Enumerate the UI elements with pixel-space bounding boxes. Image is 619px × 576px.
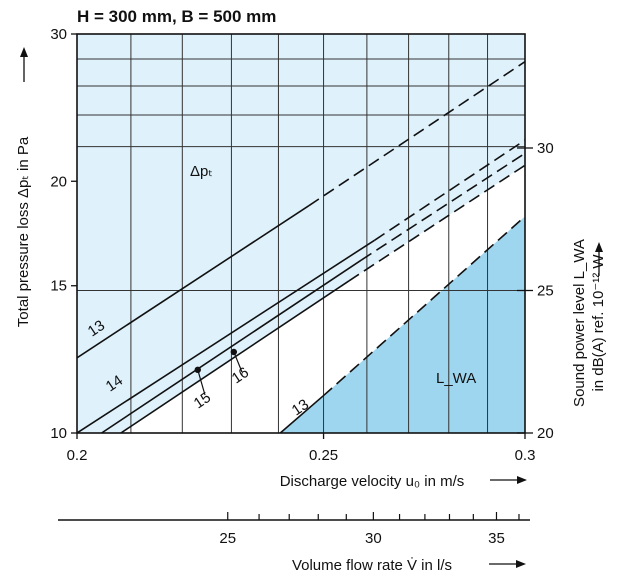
sound-dashed-13 — [322, 215, 525, 397]
y2-axis-arrowhead — [595, 242, 603, 252]
y-axis-title: Total pressure loss Δpₜ in Pa — [15, 136, 32, 327]
series-line-16 — [101, 259, 362, 433]
y2-tick-label: 20 — [537, 425, 554, 442]
y2-axis-title-line2: in dB(A) ref. 10⁻¹² W — [590, 254, 607, 392]
chart-title: H = 300 mm, B = 500 mm — [77, 7, 276, 26]
x2-tick-label: 30 — [365, 530, 382, 547]
plot-background — [77, 34, 525, 433]
plot-frame — [58, 33, 530, 521]
region-label-pressure: Δpₜ — [190, 163, 213, 180]
x-tick-label: 0.25 — [309, 447, 338, 464]
series-line-13 — [77, 204, 310, 359]
y2-tick-label: 30 — [537, 140, 554, 157]
series-line-14 — [77, 239, 375, 433]
region-label-sound: L_WA — [436, 370, 476, 387]
curve-label: 14 — [103, 372, 126, 395]
series-dashed-14 — [374, 139, 525, 241]
x2-tick-label: 35 — [488, 530, 505, 547]
curve-label: 16 — [229, 364, 252, 387]
pressure-region — [77, 34, 525, 433]
curve-label: 13 — [85, 317, 108, 340]
y-tick-label: 30 — [50, 26, 67, 43]
x-tick-label: 0.3 — [515, 447, 536, 464]
x-tick-label: 0.2 — [67, 447, 88, 464]
sound-region — [280, 216, 525, 433]
x2-tick-label: 25 — [219, 530, 236, 547]
series-line-15 — [120, 280, 350, 433]
curve-labels: 13 14 15 16 13 Δpₜ L_WA — [85, 163, 477, 419]
y2-tick-label: 25 — [537, 283, 554, 300]
y-axis-arrowhead — [20, 47, 28, 57]
series-dashed-16 — [360, 152, 525, 261]
x-axis-arrowhead — [517, 476, 527, 484]
y-tick-label: 15 — [50, 278, 67, 295]
y2-axis-title-line1: Sound power level L_WA — [571, 239, 588, 407]
curve-label: 15 — [191, 389, 214, 412]
x-axis-title: Discharge velocity u₀ in m/s — [280, 473, 465, 490]
y-tick-label: 20 — [50, 173, 67, 190]
plot-border — [76, 33, 526, 434]
curve-label: 13 — [289, 396, 312, 419]
marker-leader — [233, 351, 243, 373]
sound-line-13 — [279, 395, 324, 433]
marker-leader — [197, 369, 206, 396]
x2-axis-arrowhead — [516, 560, 526, 568]
x2-axis-title: Volume flow rate V̇ in l/s — [292, 557, 452, 574]
grid-lines — [77, 34, 525, 433]
series-lines — [77, 60, 525, 433]
y-tick-label: 10 — [50, 425, 67, 442]
series-dashed-13 — [308, 60, 525, 207]
